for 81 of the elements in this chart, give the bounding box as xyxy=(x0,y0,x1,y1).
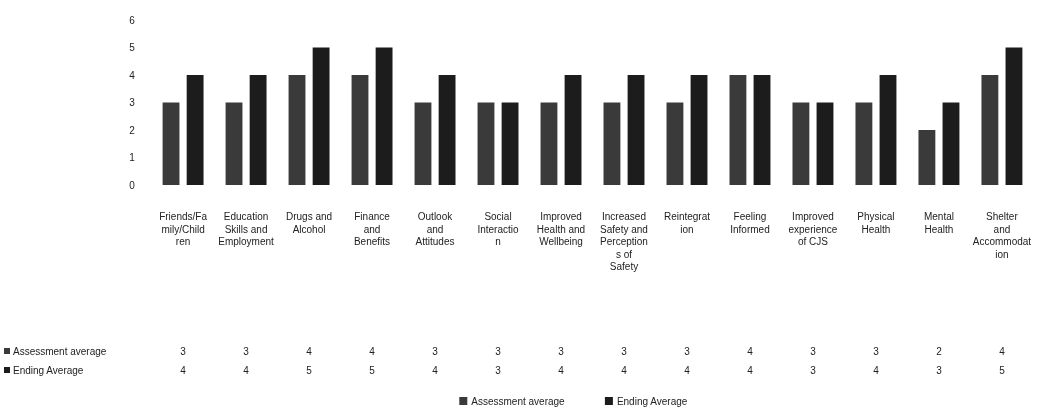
bar xyxy=(225,102,243,185)
y-tick-label: 6 xyxy=(129,14,136,26)
x-tick-label: Mental Health xyxy=(923,211,954,235)
text: Ending Average xyxy=(616,396,688,407)
bar xyxy=(288,75,306,185)
data-label: 3 xyxy=(810,346,817,357)
data-label: 4 xyxy=(684,365,691,376)
x-tick-label: Social Interaction xyxy=(477,211,520,247)
x-tick-label: Drugs and Alcohol xyxy=(285,211,333,235)
data-label: 3 xyxy=(180,346,187,357)
bar xyxy=(351,75,369,185)
y-tick-label: 4 xyxy=(129,69,136,81)
x-tick-label: Education Skills and Employment xyxy=(218,211,275,247)
x-tick-label: Improved experience of CJS xyxy=(788,211,838,247)
bar xyxy=(438,75,456,185)
data-label: 3 xyxy=(432,346,439,357)
bar xyxy=(981,75,999,185)
bar xyxy=(627,75,645,185)
bar xyxy=(375,47,393,185)
x-tick-label: Feeling Informed xyxy=(730,211,770,235)
data-label: 4 xyxy=(999,346,1006,357)
bar xyxy=(816,102,834,185)
data-label: 4 xyxy=(747,365,754,376)
data-label: 4 xyxy=(621,365,628,376)
y-tick-label: 0 xyxy=(129,179,136,191)
data-label: 4 xyxy=(306,346,313,357)
data-label: 4 xyxy=(432,365,439,376)
data-label: 4 xyxy=(747,346,754,357)
x-tick-label: Friends/Family/Children xyxy=(159,211,208,247)
data-label: 2 xyxy=(936,346,943,357)
data-label: 5 xyxy=(999,365,1006,376)
bar xyxy=(603,102,621,185)
bar xyxy=(942,102,960,185)
bar xyxy=(918,130,936,185)
y-tick-label: 5 xyxy=(129,42,136,53)
bar xyxy=(312,47,330,185)
bar xyxy=(162,102,180,185)
data-label: 3 xyxy=(936,365,943,376)
x-tick-label: Outlook and Attitudes xyxy=(415,211,455,247)
bar xyxy=(792,102,810,185)
data-label: 3 xyxy=(243,346,250,357)
x-tick-label: Shelter and Accommodation xyxy=(972,211,1032,260)
data-label: 4 xyxy=(369,346,376,357)
data-label: 4 xyxy=(243,365,250,376)
data-label: 3 xyxy=(495,346,502,357)
x-tick-label: Finance and Benefits xyxy=(353,211,391,247)
x-tick-label: Increased Safety and Perceptions of Safety xyxy=(600,211,648,272)
data-label: 4 xyxy=(873,365,880,376)
y-tick-label: 3 xyxy=(129,97,136,108)
bar xyxy=(855,102,873,185)
data-label: 5 xyxy=(369,365,376,376)
bar xyxy=(477,102,495,185)
bar xyxy=(186,75,204,185)
bar xyxy=(564,75,582,185)
data-label: 3 xyxy=(684,346,691,357)
data-label: 3 xyxy=(873,346,880,357)
x-tick-label: Improved Health and Wellbeing xyxy=(536,211,586,247)
data-label: 5 xyxy=(306,365,313,376)
legend-label: Assessment average xyxy=(13,346,107,357)
bar xyxy=(1005,47,1023,185)
bar xyxy=(690,75,708,185)
bar xyxy=(249,75,267,185)
y-tick-label: 2 xyxy=(129,124,136,136)
x-tick-label: Reintegration xyxy=(663,211,711,235)
data-label: 3 xyxy=(558,346,565,357)
x-tick-label: Physical Health xyxy=(857,211,895,235)
bar xyxy=(540,102,558,185)
bar xyxy=(729,75,747,185)
bar xyxy=(753,75,771,185)
bar xyxy=(501,102,519,185)
data-label: 3 xyxy=(810,365,817,376)
bar xyxy=(666,102,684,185)
data-label: 4 xyxy=(558,365,565,376)
data-label: 3 xyxy=(621,346,628,357)
text: Assessment average xyxy=(471,396,565,407)
legend-label: Ending Average xyxy=(13,365,84,376)
data-label: 4 xyxy=(180,365,187,376)
bar xyxy=(414,102,432,185)
data-label: 3 xyxy=(495,365,502,376)
y-tick-label: 1 xyxy=(129,152,136,163)
bar xyxy=(879,75,897,185)
